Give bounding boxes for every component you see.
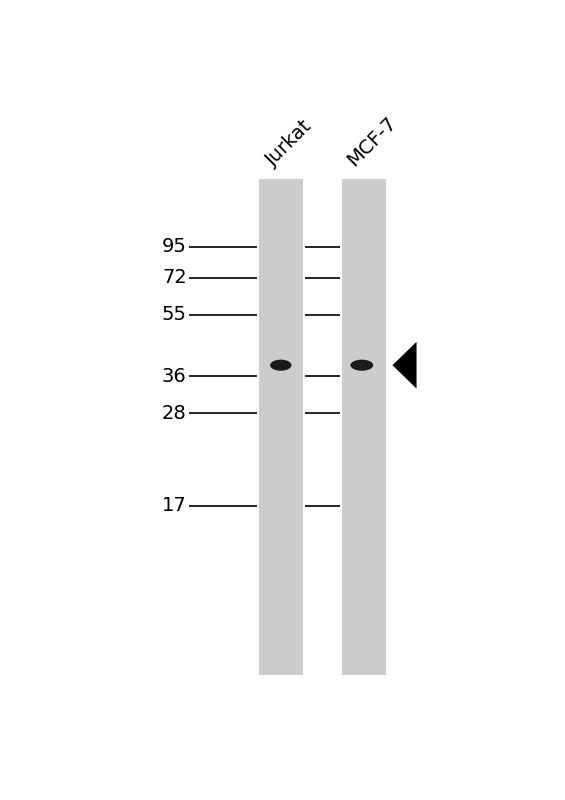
Bar <box>259 179 303 675</box>
Text: 95: 95 <box>162 238 186 257</box>
Text: MCF-7: MCF-7 <box>343 114 400 170</box>
Ellipse shape <box>270 360 292 370</box>
Text: 28: 28 <box>162 404 186 422</box>
Polygon shape <box>393 342 416 389</box>
Ellipse shape <box>350 360 373 370</box>
Text: 55: 55 <box>162 305 186 324</box>
Bar <box>342 179 386 675</box>
Text: 72: 72 <box>162 268 186 287</box>
Text: 17: 17 <box>162 496 186 515</box>
Text: 36: 36 <box>162 366 186 386</box>
Text: Jurkat: Jurkat <box>262 117 315 170</box>
